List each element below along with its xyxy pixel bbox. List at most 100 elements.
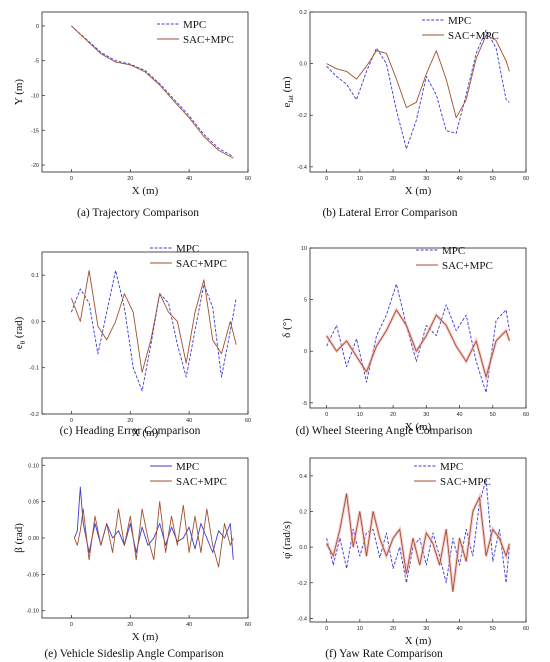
y-tick-label: 0.2 [299,509,307,515]
panel-caption: (d) Wheel Steering Angle Comparison [296,425,473,437]
x-tick-label: 40 [186,418,192,424]
y-tick-label: -0.1 [30,366,39,372]
x-tick-label: 60 [523,626,529,632]
y-tick-label: -0.2 [30,412,39,418]
x-axis-label: X (m) [405,421,432,433]
x-tick-label: 0 [325,176,328,182]
legend: MPC SAC+MPC [150,461,227,488]
x-tick-label: 30 [423,176,429,182]
x-tick-label: 40 [456,176,462,182]
plot-area [70,270,237,392]
legend-label-sac-mpc: SAC+MPC [176,258,227,270]
x-tick-label: 40 [456,626,462,632]
x-axis-label: X (m) [405,185,432,197]
series-line-sac-mpc [71,25,234,159]
y-axis-label: φ̇ (rad/s) [281,521,293,559]
x-tick-label: 10 [357,412,363,418]
x-tick-label: 0 [70,418,73,424]
y-tick-label: 0.0 [299,62,307,68]
x-tick-label: 60 [523,412,529,418]
plot-area [326,29,510,150]
y-axis-label: elat (m) [281,76,295,107]
y-tick-label: -0.2 [298,113,307,119]
legend-label-mpc: MPC [440,461,463,473]
x-axis-label: X (m) [132,185,159,197]
plot-frame [41,457,249,619]
x-tick-label: 0 [325,412,328,418]
x-tick-label: 10 [357,626,363,632]
y-tick-label: 0.00 [28,536,39,542]
x-tick-label: 60 [245,418,251,424]
x-tick-label: 20 [127,176,133,182]
chart-panel-3: 0 20 40 60 0.1 0.0 -0.1 -0.2 X (m) eθ (rad) MPC SAC… [13,243,251,439]
y-tick-label: 0.0 [31,319,39,325]
x-tick-label: 0 [70,622,73,628]
x-tick-label: 0 [325,626,328,632]
legend-label-sac-mpc: SAC+MPC [440,476,491,488]
y-tick-label: 0.1 [31,273,39,279]
series-line-sac-mpc [73,501,234,568]
y-tick-label: -5 [34,59,39,65]
plot-area [325,283,511,393]
x-tick-label: 50 [490,176,496,182]
y-tick-label: -10 [31,93,39,99]
series-line-mpc [326,29,510,150]
y-tick-label: -0.4 [298,616,307,622]
panel-caption: (c) Heading Error Comparison [60,425,201,437]
chart-panel-2: 0 10 20 30 40 50 60 0.2 0.0 -0.2 -0.4 X (m) elat (m)… [281,10,529,219]
y-axis-label: eθ (rad) [13,316,27,349]
series-line-mpc [71,25,234,158]
panel-caption: (b) Lateral Error Comparison [322,207,457,219]
x-tick-label: 60 [523,176,529,182]
x-axis-label: X (m) [405,635,432,647]
series-line-mpc [326,478,510,584]
chart-panel-1: 0 20 40 60 0 -5 -10 -15 -20 X (m) Y (m) MPC SAC+MPC (… [13,11,251,219]
y-tick-label: -0.10 [26,609,39,615]
x-tick-label: 10 [357,176,363,182]
series-line-sac-mpc [70,270,237,373]
x-tick-label: 40 [186,622,192,628]
y-tick-label: 0 [304,349,307,355]
x-tick-label: 30 [423,412,429,418]
y-tick-label: -0.05 [26,572,39,578]
series-line-sac-mpc [326,34,510,119]
y-axis-label: β (rad) [13,523,25,553]
series-line-sac-mpc [326,309,510,378]
x-tick-label: 30 [423,626,429,632]
series-line-mpc [73,486,234,560]
y-tick-label: -0.4 [298,165,307,171]
x-tick-label: 20 [127,622,133,628]
y-tick-label: -0.2 [298,581,307,587]
plot-frame [41,251,249,415]
legend: MPC SAC+MPC [414,461,491,488]
series-line-sac-mpc [326,493,510,593]
legend-label-sac-mpc: SAC+MPC [183,34,234,46]
y-tick-label: 5 [304,298,307,304]
plot-area [73,486,234,568]
x-tick-label: 60 [245,622,251,628]
y-axis-label: Y (m) [13,79,25,106]
x-tick-label: 20 [390,626,396,632]
y-tick-label: 0.10 [28,463,39,469]
y-axis-label: δ (°) [281,318,293,338]
y-tick-label: 0.05 [28,500,39,506]
legend-label-sac-mpc: SAC+MPC [176,476,227,488]
x-tick-label: 50 [490,626,496,632]
x-tick-label: 0 [70,176,73,182]
x-tick-label: 20 [390,176,396,182]
legend-label-sac-mpc: SAC+MPC [448,30,499,42]
panel-caption: (e) Vehicle Sideslip Angle Comparison [44,648,224,660]
legend: MPC SAC+MPC [422,15,499,42]
legend: MPC SAC+MPC [150,243,227,270]
plot-frame [309,247,527,409]
y-tick-label: 0.2 [299,10,307,16]
x-axis-label: X (m) [132,631,159,643]
y-tick-label: 10 [301,246,307,252]
chart-panel-5: 0 20 40 60 0.10 0.05 0.00 -0.05 -0.10 X (m) β (rad… [13,457,251,660]
legend-label-sac-mpc: SAC+MPC [442,260,493,272]
legend-label-mpc: MPC [448,15,471,27]
chart-panel-6: 0 10 20 30 40 50 60 0.4 0.2 0.0 -0.2 -0.4 X (m) φ̇ (r… [281,457,529,660]
plot-frame [309,11,527,173]
